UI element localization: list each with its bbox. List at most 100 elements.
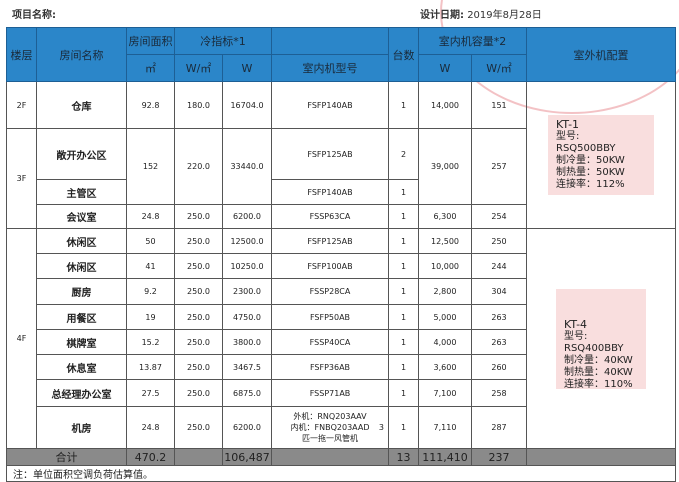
footnote: 注：单位面积空调负荷估算值。	[6, 465, 676, 482]
col-capacity: 室内机容量*2	[418, 27, 527, 55]
room: 敞开办公区	[36, 128, 127, 180]
cap-w: 3,600	[418, 354, 472, 380]
cap-w: 6,300	[418, 204, 472, 229]
cooling-wm2: 180.0	[174, 81, 223, 129]
outdoor-kt4: KT-4 型号: RSQ400BBY 制冷量：40KW 制热量：40KW 连接率：110%	[526, 228, 676, 449]
count: 1	[388, 304, 419, 330]
cap-wm2: 151	[471, 81, 527, 129]
total-cap-wm2: 237	[471, 448, 527, 466]
table-row: 休息室 13.87 250.0 3467.5 FSFP36AB 1 3,600 260	[7, 354, 676, 380]
floor: 4F	[6, 228, 37, 449]
cap-wm2: 250	[471, 228, 527, 254]
cooling-w: 4750.0	[222, 304, 272, 330]
outdoor-box: KT-4 型号: RSQ400BBY 制冷量：40KW 制热量：40KW 连接率：110%	[556, 288, 646, 390]
total-row: 合计 470.2 106,487 13 111,410 237	[6, 448, 676, 466]
room: 仓库	[36, 81, 127, 129]
model: FSFP100AB	[271, 253, 389, 279]
model: FSFP125AB	[271, 228, 389, 254]
cooling-wm2: 250.0	[174, 304, 223, 330]
outdoor-model: RSQ400BBY	[564, 342, 624, 354]
cap-wm2: 257	[471, 128, 527, 205]
table-row: 2F 仓库 92.8 180.0 16704.0 FSFP140AB 1 14,…	[6, 81, 676, 229]
outdoor-heat: 制热量：40KW	[564, 366, 633, 378]
col-blank	[271, 27, 389, 55]
cap-wm2: 263	[471, 329, 527, 355]
ac-schedule-table: 楼层 房间名称 房间面积 冷指标*1 台数 室内机容量*2 室外机配置 ㎡ W/…	[6, 27, 676, 482]
count: 2	[388, 128, 419, 180]
cap-w: 4,000	[418, 329, 472, 355]
model-desc: 匹一拖一风管机	[302, 434, 358, 443]
cooling-wm2: 250.0	[174, 406, 223, 449]
blank	[526, 448, 676, 466]
cap-w: 5,000	[418, 304, 472, 330]
table-row: 总经理办公室 27.5 250.0 6875.0 FSSP71AB 1 7,100 258	[7, 379, 676, 407]
model-indoor: 内机：FNBQ203AAD	[290, 423, 370, 432]
room: 休闲区	[36, 253, 127, 279]
outdoor-model-label: 型号:	[556, 131, 580, 142]
model: FSFP140AB	[271, 81, 389, 129]
room: 总经理办公室	[36, 379, 127, 407]
cooling-w: 3800.0	[222, 329, 272, 355]
cap-w: 7,110	[418, 406, 472, 449]
cap-w: 12,500	[418, 228, 472, 254]
model: FSFP50AB	[271, 304, 389, 330]
model: FSFP36AB	[271, 354, 389, 380]
col-cooling-w: W	[222, 54, 272, 82]
cooling-w: 12500.0	[222, 228, 272, 254]
cooling-w: 6200.0	[222, 204, 272, 229]
outdoor-model-label: 型号:	[564, 330, 588, 342]
project-label: 项目名称:	[12, 10, 56, 21]
table-row: 会议室 24.8 250.0 6200.0 FSSP63CA 1 6,300 2…	[7, 204, 676, 229]
col-area: 房间面积	[126, 27, 175, 55]
model: FSSP28CA	[271, 278, 389, 305]
cooling-wm2: 250.0	[174, 253, 223, 279]
outdoor-model: RSQ500BBY	[556, 143, 616, 154]
count: 1	[388, 179, 419, 205]
area: 15.2	[126, 329, 175, 355]
room: 棋牌室	[36, 329, 127, 355]
room: 会议室	[36, 204, 127, 229]
col-model: 室内机型号	[271, 54, 389, 82]
cooling-wm2: 250.0	[174, 354, 223, 380]
outdoor-kt1: KT-1 型号: RSQ500BBY 制冷量：50KW 制热量：50KW 连接率…	[526, 81, 676, 229]
room: 用餐区	[36, 304, 127, 330]
cooling-w: 16704.0	[222, 81, 272, 129]
count: 1	[388, 278, 419, 305]
cooling-wm2: 250.0	[174, 278, 223, 305]
blank	[271, 448, 389, 466]
table-row: 4F 休闲区 50 250.0 12500.0 FSFP125AB 1 12,500 250 KT…	[6, 228, 676, 449]
col-cooling: 冷指标*1	[174, 27, 272, 55]
count: 1	[388, 379, 419, 407]
room: 主管区	[36, 179, 127, 205]
cap-w: 10,000	[418, 253, 472, 279]
total-count: 13	[388, 448, 419, 466]
col-floor: 楼层	[6, 27, 37, 82]
col-cooling-wm2: W/㎡	[174, 54, 223, 82]
count: 1	[388, 81, 419, 129]
outdoor-rate: 连接率：110%	[564, 378, 633, 390]
room: 厨房	[36, 278, 127, 305]
cap-wm2: 254	[471, 204, 527, 229]
outdoor-name: KT-1	[556, 118, 580, 131]
table-row: 主管区 FSFP140AB 1	[7, 179, 676, 205]
cap-wm2: 263	[471, 304, 527, 330]
model: FSSP71AB	[271, 379, 389, 407]
area: 50	[126, 228, 175, 254]
cooling-wm2: 250.0	[174, 329, 223, 355]
outdoor-box: KT-1 型号: RSQ500BBY 制冷量：50KW 制热量：50KW 连接率…	[548, 115, 654, 195]
area: 92.8	[126, 81, 175, 129]
area: 9.2	[126, 278, 175, 305]
cooling-w: 33440.0	[222, 128, 272, 205]
cooling-w: 10250.0	[222, 253, 272, 279]
cooling-wm2: 250.0	[174, 379, 223, 407]
count: 1	[388, 204, 419, 229]
total-area: 470.2	[126, 448, 175, 466]
cap-wm2: 287	[471, 406, 527, 449]
cooling-wm2: 250.0	[174, 204, 223, 229]
cooling-w: 6875.0	[222, 379, 272, 407]
table-row: 厨房 9.2 250.0 2300.0 FSSP28CA 1 2,800 304	[7, 278, 676, 305]
col-room: 房间名称	[36, 27, 127, 82]
room: 休闲区	[36, 228, 127, 254]
table-row: 3F 敞开办公区 152 220.0 33440.0 FSFP125AB 2 3…	[6, 128, 676, 229]
col-outdoor: 室外机配置	[526, 27, 676, 82]
